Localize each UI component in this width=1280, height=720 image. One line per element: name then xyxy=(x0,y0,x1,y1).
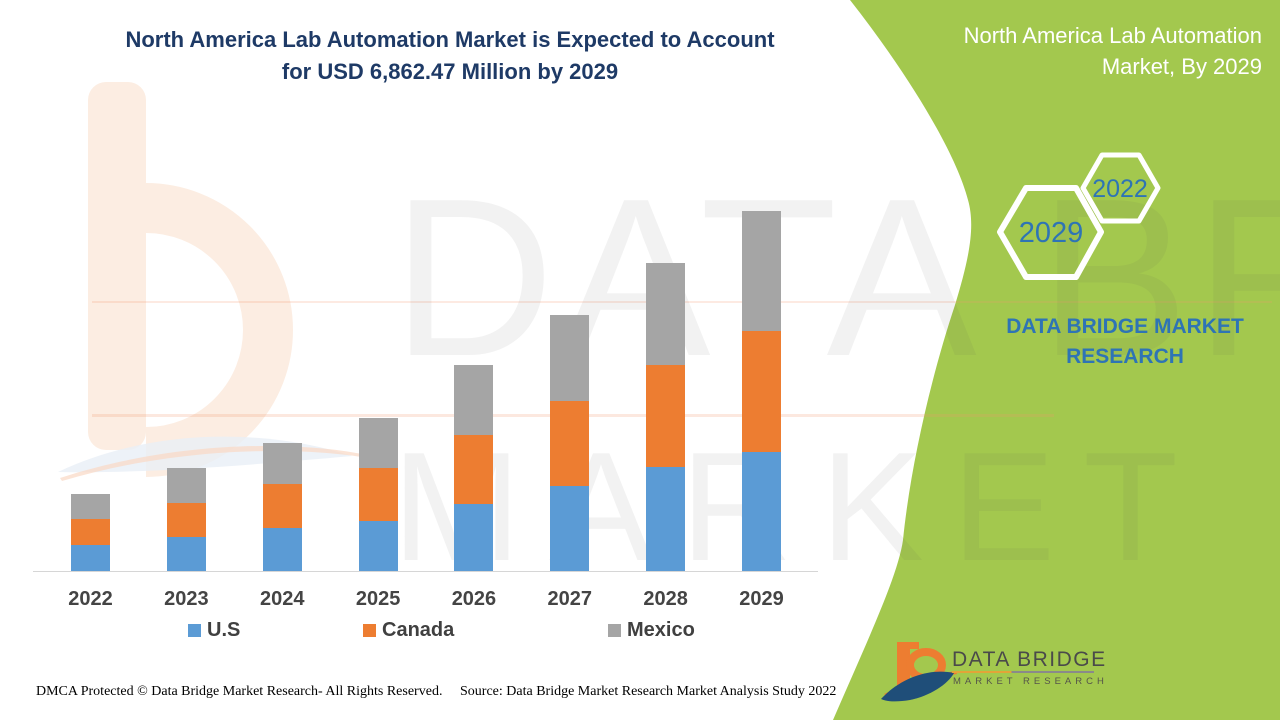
bar-2026-canada xyxy=(454,435,494,505)
panel-title-line1: North America Lab Automation xyxy=(963,23,1262,48)
hexagon-badge-2022 xyxy=(1080,152,1161,224)
x-label-2028: 2028 xyxy=(643,588,688,610)
bar-2027-mexico xyxy=(550,314,590,401)
source-note: Source: Data Bridge Market Research Mark… xyxy=(460,684,837,699)
bar-2027-us xyxy=(550,485,590,571)
x-axis-line xyxy=(33,571,818,572)
bar-2028-mexico xyxy=(646,262,686,365)
bar-2023-canada xyxy=(166,502,206,538)
legend-item-canada: Canada xyxy=(363,619,454,642)
legend-label: U.S xyxy=(207,619,241,641)
bar-2022-us xyxy=(71,545,110,571)
legend-item-mexico: Mexico xyxy=(608,619,695,642)
bar-2022-canada xyxy=(71,519,110,545)
logo-underline xyxy=(952,671,1094,673)
year-badges: 2022 2029 xyxy=(997,152,1161,280)
orange-swoosh-watermark xyxy=(60,445,362,481)
bar-2024-us xyxy=(262,528,302,571)
x-label-2026: 2026 xyxy=(451,588,497,610)
bar-2027-canada xyxy=(550,400,590,486)
legend-swatch xyxy=(608,624,621,637)
bar-2026-us xyxy=(454,504,494,571)
badge-2022-label: 2022 xyxy=(1092,175,1148,203)
logo-title: DATA BRIDGE xyxy=(952,648,1107,671)
logo-subtitle: MARKET RESEARCH xyxy=(953,676,1108,687)
bar-2029-canada xyxy=(742,330,782,452)
x-label-2027: 2027 xyxy=(547,588,593,610)
panel-title: North America Lab Automation Market, By … xyxy=(892,20,1262,82)
bar-2028-canada xyxy=(646,364,686,468)
bar-2025-mexico xyxy=(358,418,398,468)
dmca-notice: DMCA Protected © Data Bridge Market Rese… xyxy=(36,684,443,699)
legend-item-us: U.S xyxy=(188,619,240,642)
chart-title-line1: North America Lab Automation Market is E… xyxy=(125,27,775,52)
databridge-logo-icon xyxy=(881,642,957,702)
bar-2023-mexico xyxy=(166,468,206,503)
bar-2022-mexico xyxy=(71,493,110,520)
x-label-2029: 2029 xyxy=(739,588,784,610)
watermark-text-data-bridge: DATA BRIDGE xyxy=(392,151,1280,403)
watermark-text-market-research: MARKET RESEARCH xyxy=(392,420,1280,593)
bar-2026-mexico xyxy=(454,365,494,435)
legend-label: Canada xyxy=(382,619,455,641)
x-label-2023: 2023 xyxy=(164,588,209,610)
brand-caption: DATA BRIDGE MARKET RESEARCH xyxy=(975,312,1275,372)
legend-swatch xyxy=(363,624,376,637)
hexagon-badge-2029 xyxy=(997,185,1104,280)
x-label-2022: 2022 xyxy=(68,588,113,610)
brand-caption-line2: RESEARCH xyxy=(1066,345,1184,368)
legend-swatch xyxy=(188,624,201,637)
legend-label: Mexico xyxy=(627,619,695,641)
bar-2029-mexico xyxy=(742,210,782,331)
chart-title-line2: for USD 6,862.47 Million by 2029 xyxy=(281,59,619,84)
bar-2024-canada xyxy=(262,484,302,529)
badge-2029-label: 2029 xyxy=(1019,217,1084,249)
bar-2025-us xyxy=(358,521,398,571)
bar-2028-us xyxy=(646,467,686,571)
panel-title-line2: Market, By 2029 xyxy=(1101,54,1262,79)
bar-2025-canada xyxy=(358,467,398,522)
chart-title: North America Lab Automation Market is E… xyxy=(40,24,860,88)
bar-2024-mexico xyxy=(262,443,302,485)
bar-2029-us xyxy=(742,451,782,571)
x-label-2024: 2024 xyxy=(259,588,305,610)
brand-caption-line1: DATA BRIDGE MARKET xyxy=(1006,315,1244,338)
bar-2023-us xyxy=(166,537,206,571)
x-label-2025: 2025 xyxy=(355,588,401,610)
